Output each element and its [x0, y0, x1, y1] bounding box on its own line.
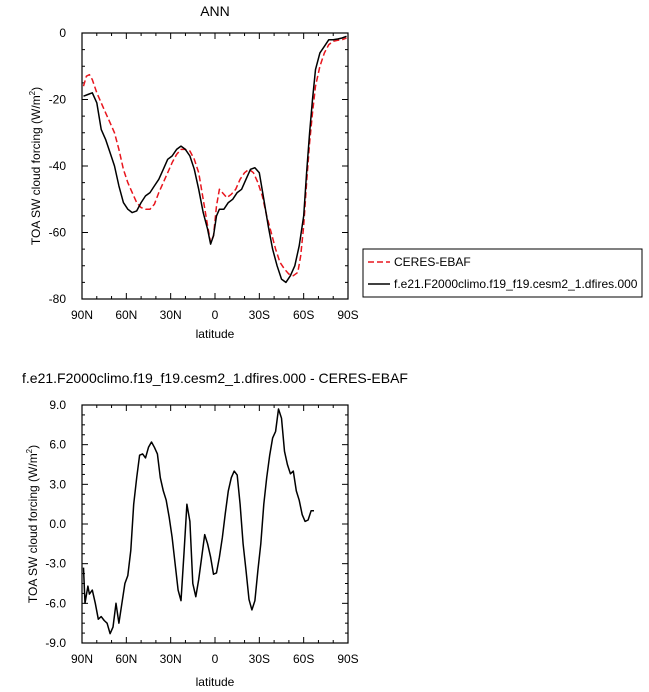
legend-box [362, 248, 643, 298]
bottom-x-axis-label: latitude [196, 675, 235, 689]
bottom-y-tick-label: 9.0 [49, 398, 66, 412]
bottom-x-tick-label: 90N [71, 652, 93, 666]
bottom-y-tick-label: 3.0 [49, 477, 66, 491]
top-y-tick-label: -20 [49, 93, 67, 107]
legend-label-ceres: CERES-EBAF [394, 255, 471, 269]
top-x-tick-label: 90S [337, 308, 358, 322]
bottom-x-tick-label: 90S [337, 652, 358, 666]
top-series-lines [82, 35, 347, 284]
top-y-tick-label: -80 [49, 292, 67, 306]
bottom-chart-title: f.e21.F2000climo.f19_f19.cesm2_1.dfires.… [22, 370, 408, 386]
bottom-y-tick-label: 0.0 [49, 517, 66, 531]
bottom-x-tick-label: 30N [160, 652, 182, 666]
top-chart-title: ANN [200, 3, 230, 19]
bottom-series-lines [82, 408, 314, 635]
top-x-tick-label: 60S [293, 308, 314, 322]
top-series-line-1 [83, 35, 347, 284]
top-x-tick-label: 60N [115, 308, 137, 322]
top-x-axis-label: latitude [196, 327, 235, 341]
bottom-x-tick-label: 60N [115, 652, 137, 666]
legend-label-model: f.e21.F2000climo.f19_f19.cesm2_1.dfires.… [394, 277, 638, 291]
top-x-tick-label: 0 [212, 308, 219, 322]
top-chart: ANN 90N 60N 30N 0 30S 60S 90S 0 -20 -40 -60 -80 lat… [28, 3, 643, 341]
top-legend: CERES-EBAF f.e21.F2000climo.f19_f19.cesm… [362, 248, 643, 298]
top-x-tick-label: 30S [249, 308, 270, 322]
bottom-y-tick-label: -6.0 [45, 596, 66, 610]
top-y-tick-label: 0 [59, 26, 66, 40]
top-y-tick-label: -60 [49, 226, 67, 240]
bottom-axis-ticks: 90N 60N 30N 0 30S 60S 90S 9.0 6.0 3.0 0.0 -3.0 -6.0 -… [45, 398, 358, 666]
top-x-tick-label: 90N [71, 308, 93, 322]
bottom-y-tick-label: -3.0 [45, 557, 66, 571]
bottom-x-tick-label: 60S [293, 652, 314, 666]
bottom-y-tick-label: 6.0 [49, 438, 66, 452]
bottom-x-tick-label: 0 [212, 652, 219, 666]
bottom-chart: f.e21.F2000climo.f19_f19.cesm2_1.dfires.… [22, 370, 408, 689]
top-y-tick-label: -40 [49, 159, 67, 173]
bottom-y-tick-label: -9.0 [45, 636, 66, 650]
top-y-axis-label-superscript: 2 [28, 90, 37, 95]
top-y-axis-label: TOA SW cloud forcing (W/m2) [28, 87, 43, 245]
top-axis-ticks: 90N 60N 30N 0 30S 60S 90S 0 -20 -40 -60 -80 [49, 26, 359, 322]
top-x-tick-label: 30N [160, 308, 182, 322]
bottom-y-axis-label-superscript: 2 [25, 448, 34, 453]
bottom-x-tick-label: 30S [249, 652, 270, 666]
bottom-y-axis-label: TOA SW cloud forcing (W/m2) [25, 445, 40, 603]
bottom-series-line-0 [82, 408, 314, 635]
